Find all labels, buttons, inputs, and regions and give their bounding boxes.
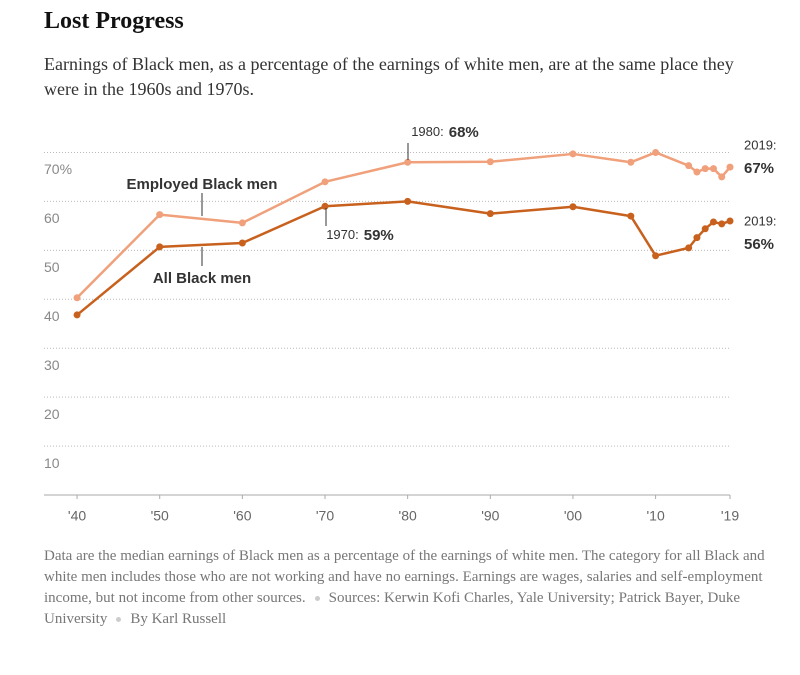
annotation-label: 1970:: [326, 227, 359, 242]
point: [693, 168, 701, 176]
annotation-value: 68%: [449, 124, 479, 141]
point: [685, 244, 693, 252]
point: [627, 158, 635, 166]
y-tick-label: 60: [44, 210, 60, 226]
y-tick-label: 20: [44, 406, 60, 422]
point: [404, 158, 412, 166]
point: [73, 294, 81, 302]
point: [701, 225, 709, 233]
point: [156, 211, 164, 219]
point: [569, 150, 577, 158]
annotation-value: 56%: [744, 236, 774, 253]
subtitle: Earnings of Black men, as a percentage o…: [44, 54, 734, 99]
point: [709, 218, 717, 226]
x-tick-label: '40: [68, 508, 86, 524]
point: [73, 311, 81, 319]
point: [726, 163, 734, 171]
y-tick-label: 40: [44, 308, 60, 324]
point: [156, 243, 164, 251]
y-tick-label: 30: [44, 357, 60, 373]
point: [238, 219, 246, 227]
sources: Sources: Kerwin Kofi Charles, Yale Unive…: [44, 590, 741, 627]
annotation-label: 1980:: [411, 124, 444, 139]
separator: [116, 617, 122, 623]
series-label: All Black men: [153, 270, 251, 287]
point: [726, 217, 734, 225]
point: [709, 165, 717, 173]
point: [718, 173, 726, 181]
annotation-value: 67%: [744, 160, 774, 177]
credit: By Karl Russell: [130, 611, 227, 627]
point: [486, 210, 494, 218]
x-tick-label: '10: [646, 508, 664, 524]
x-tick-label: '90: [481, 508, 499, 524]
x-tick-label: '70: [316, 508, 334, 524]
point: [321, 178, 329, 186]
point: [701, 165, 709, 173]
point: [652, 148, 660, 156]
separator: [314, 596, 320, 602]
annotation-value: 59%: [364, 227, 394, 244]
point: [569, 203, 577, 211]
point: [404, 197, 412, 205]
y-tick-label: 70%: [44, 161, 72, 177]
title: Lost Progress: [44, 8, 184, 34]
point: [693, 234, 701, 242]
point: [486, 158, 494, 166]
annotation-label: 2019:: [744, 137, 777, 152]
series-label: Employed Black men: [127, 176, 278, 193]
chart: 10 20 30 40 50 60 70% '40 '50 '60 '70 '80 '90 '00 '10 '…: [44, 124, 777, 524]
point: [238, 239, 246, 247]
point: [718, 220, 726, 228]
point: [685, 162, 693, 170]
y-tick-label: 10: [44, 455, 60, 471]
note: Data are the median earnings of Black me…: [44, 546, 774, 630]
x-tick-label: '60: [233, 508, 251, 524]
x-tick-label: '80: [399, 508, 417, 524]
x-tick-label: '50: [151, 508, 169, 524]
annotation: 1980: 68%: [411, 124, 479, 141]
point: [321, 202, 329, 210]
y-tick-label: 50: [44, 259, 60, 275]
annotation: 1970: 59%: [326, 227, 394, 244]
x-tick-label: '00: [564, 508, 582, 524]
point: [652, 252, 660, 260]
point: [627, 212, 635, 220]
annotation-label: 2019:: [744, 213, 777, 228]
x-tick-label: '19: [721, 508, 739, 524]
note-text: Data are the median earnings of Black me…: [44, 548, 765, 606]
